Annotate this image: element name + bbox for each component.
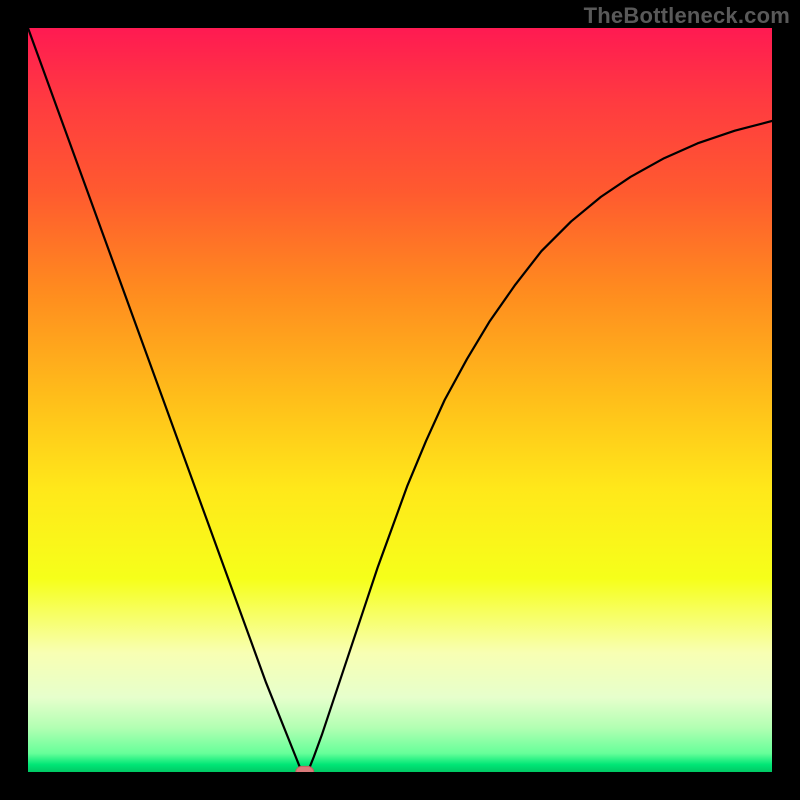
- chart-svg: [28, 28, 772, 772]
- watermark-text: TheBottleneck.com: [584, 3, 790, 29]
- chart-background: [28, 28, 772, 772]
- optimal-marker: [296, 766, 314, 772]
- chart-plot-area: [28, 28, 772, 772]
